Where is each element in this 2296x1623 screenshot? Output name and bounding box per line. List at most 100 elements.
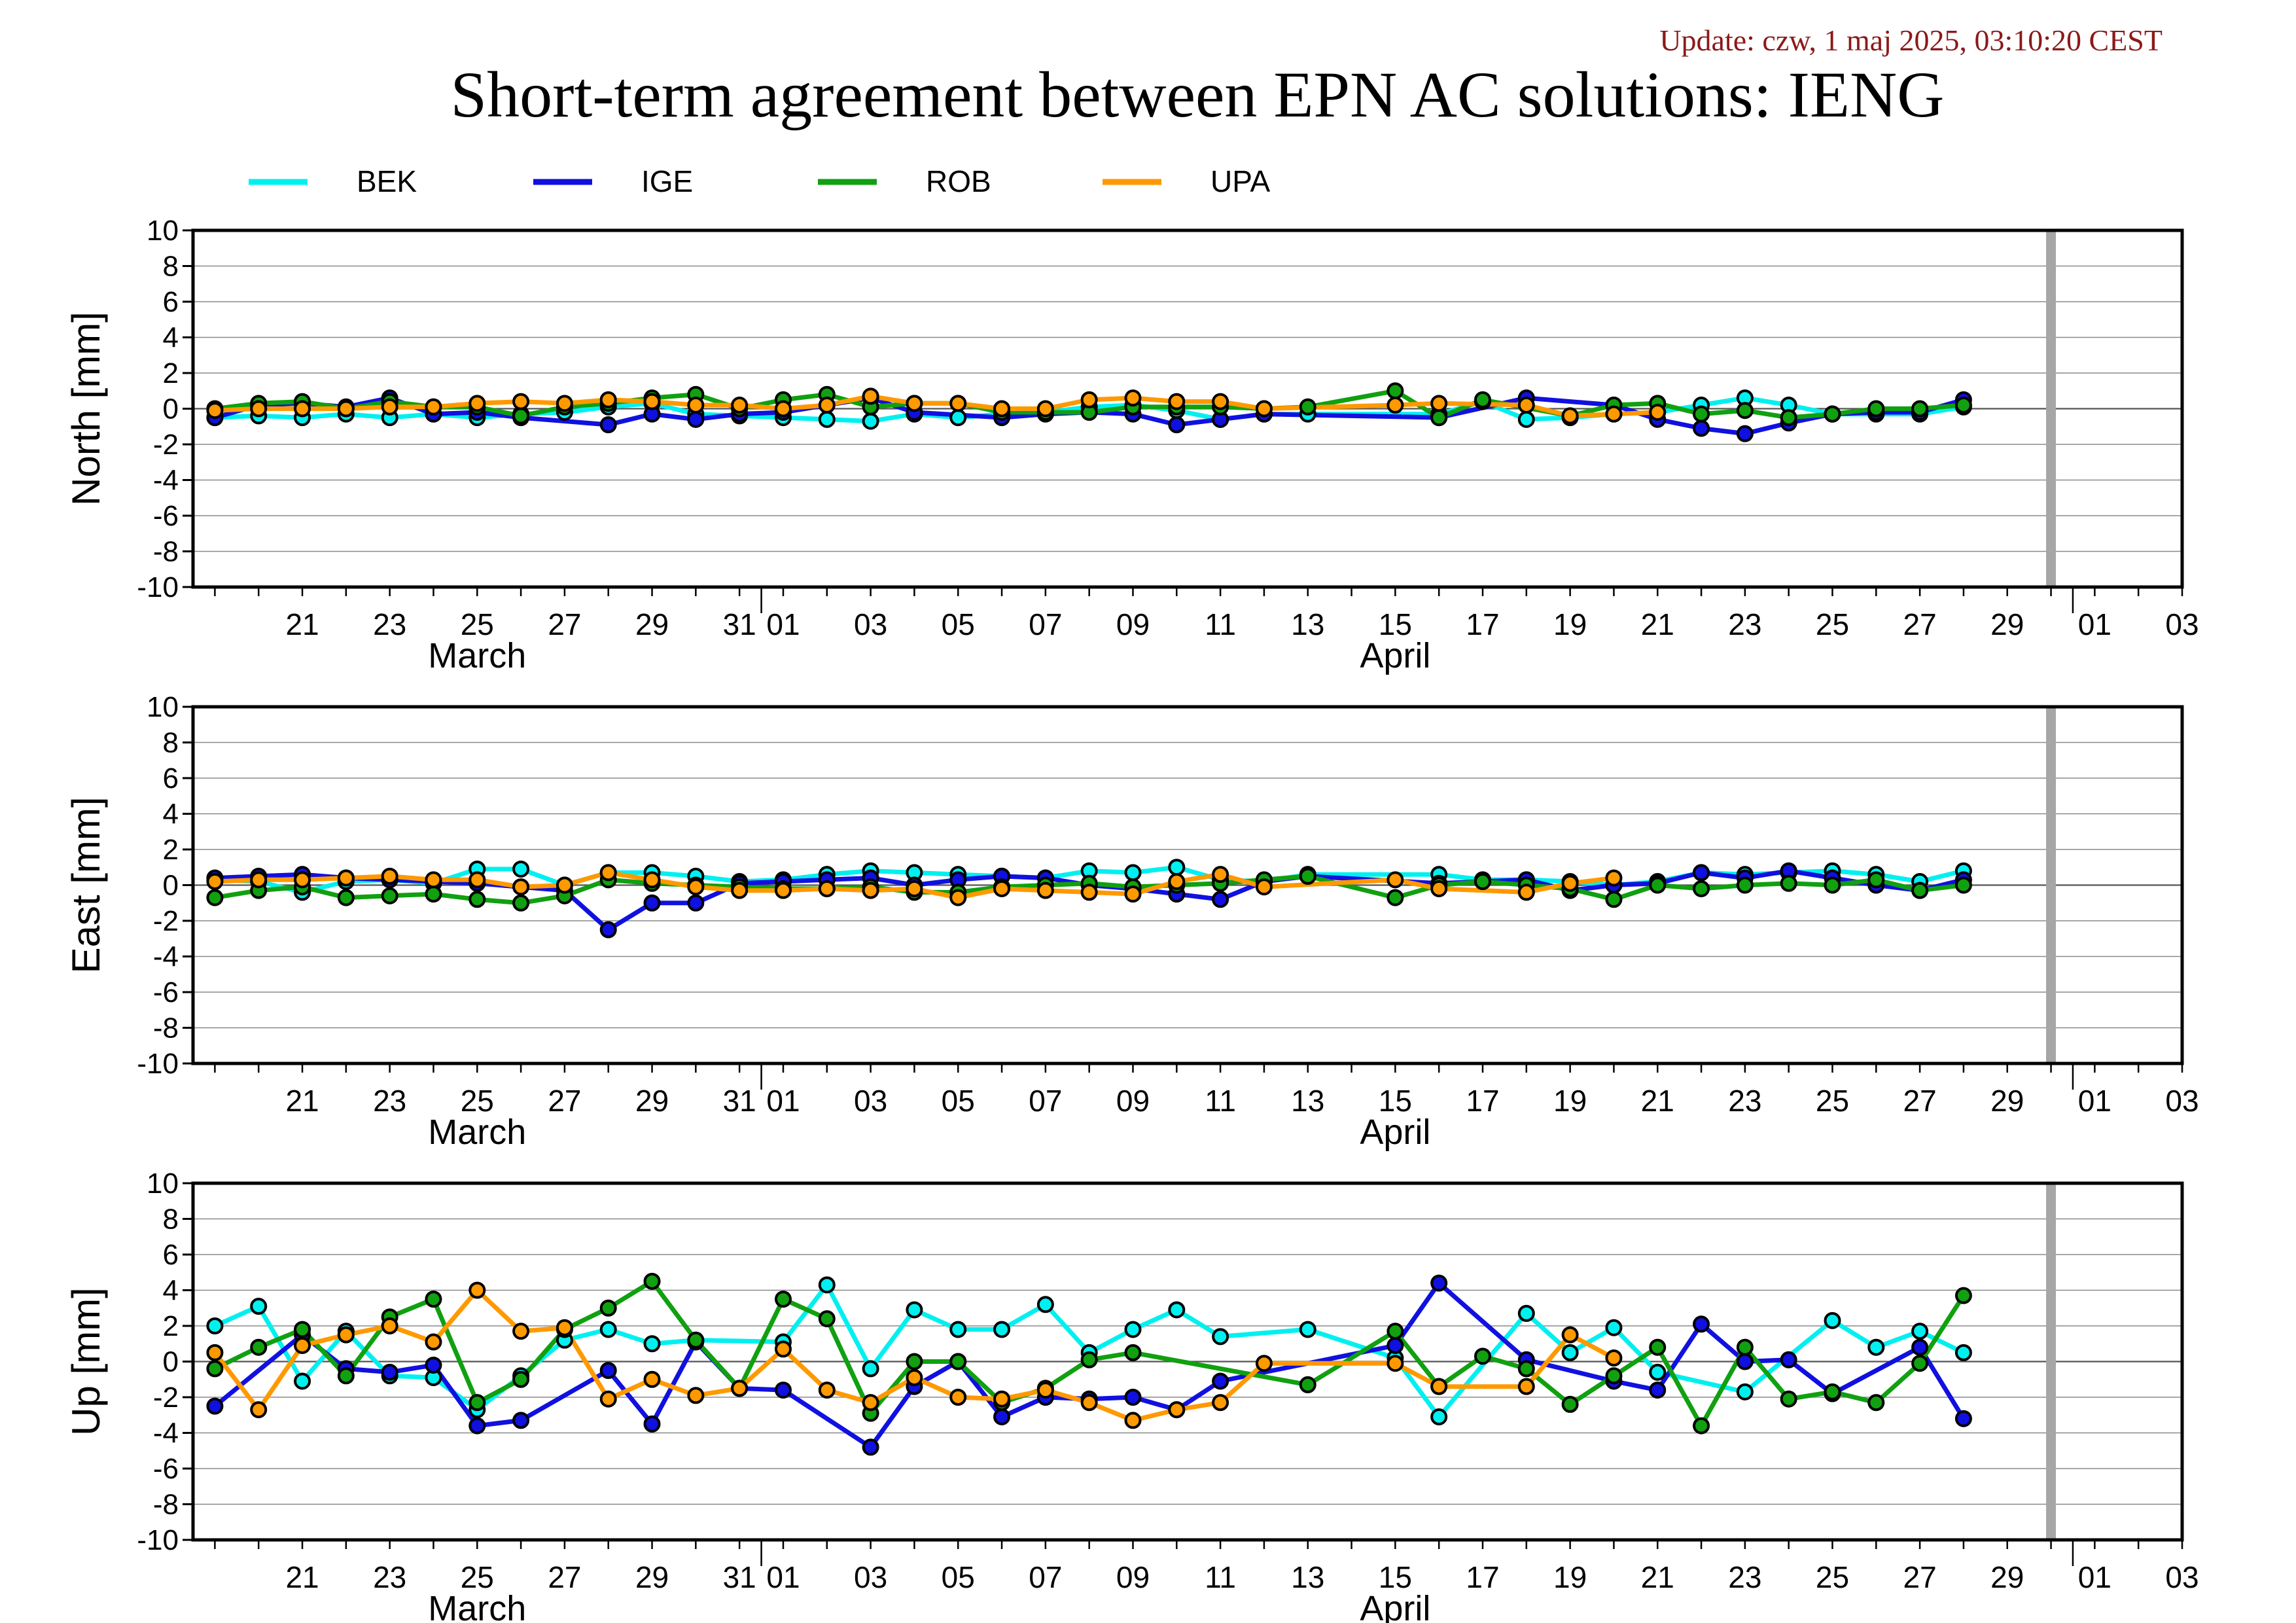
x-tick-label: 03	[2165, 1560, 2199, 1594]
data-point-upa	[206, 402, 224, 419]
data-point-ige	[1124, 1389, 1142, 1406]
x-tick-label: 01	[766, 607, 800, 641]
legend-label-bek: BEK	[357, 164, 417, 198]
data-point-ige	[1954, 1410, 1972, 1427]
data-point-bek	[1430, 1408, 1448, 1425]
data-point-upa	[1255, 1355, 1273, 1372]
data-point-rob	[1299, 1376, 1316, 1393]
data-point-upa	[381, 867, 398, 885]
data-point-upa	[1124, 1412, 1142, 1429]
data-point-upa	[1036, 1382, 1054, 1399]
y-axis-label: North [mm]	[64, 312, 108, 506]
data-point-upa	[250, 400, 268, 418]
data-point-upa	[687, 397, 705, 414]
x-tick-label: 21	[285, 1560, 319, 1594]
y-tick-label: 2	[163, 1310, 179, 1342]
x-tick-label: 21	[285, 607, 319, 641]
data-point-upa	[1649, 403, 1667, 421]
data-point-bek	[1036, 1296, 1054, 1313]
x-tick-label: 17	[1466, 1560, 1499, 1594]
y-tick-label: -10	[137, 1524, 179, 1556]
x-tick-label: 29	[635, 1560, 669, 1594]
data-point-rob	[1299, 867, 1316, 885]
x-tick-label: 21	[1641, 1560, 1674, 1594]
x-tick-label: 27	[1903, 607, 1937, 641]
x-tick-label: 01	[2078, 1560, 2111, 1594]
x-tick-label: 25	[1816, 1560, 1849, 1594]
x-tick-label: 21	[1641, 1084, 1674, 1118]
data-point-rob	[1605, 891, 1623, 908]
y-axis-label: East [mm]	[64, 796, 108, 973]
plot-frame	[191, 1181, 2184, 1542]
x-tick-label: 19	[1553, 607, 1587, 641]
y-axis-label: Up [mm]	[64, 1287, 108, 1436]
data-point-upa	[1561, 874, 1579, 892]
x-tick-label: 15	[1379, 607, 1412, 641]
data-point-rob	[1649, 876, 1667, 894]
data-point-rob	[1693, 405, 1710, 423]
data-point-upa	[1124, 885, 1142, 903]
data-point-bek	[862, 412, 879, 430]
data-point-upa	[906, 1369, 923, 1387]
data-point-rob	[468, 1394, 486, 1412]
y-tick-label: -10	[137, 1048, 179, 1080]
data-point-upa	[1255, 878, 1273, 896]
data-point-upa	[643, 871, 661, 889]
month-label: April	[1360, 1113, 1430, 1152]
x-tick-label: 05	[942, 1084, 975, 1118]
data-point-upa	[1124, 389, 1142, 407]
data-point-rob	[1954, 876, 1972, 894]
data-point-upa	[1386, 397, 1404, 414]
data-point-upa	[1386, 1355, 1404, 1372]
data-point-rob	[206, 1360, 224, 1378]
data-point-ige	[1693, 864, 1710, 882]
x-tick-label: 03	[854, 1084, 887, 1118]
data-point-upa	[1605, 1349, 1623, 1367]
data-point-rob	[1780, 1390, 1797, 1408]
data-point-rob	[1693, 1417, 1710, 1435]
data-point-ige	[993, 1408, 1011, 1425]
data-point-rob	[1824, 876, 1841, 894]
data-point-upa	[206, 873, 224, 891]
data-point-rob	[512, 894, 530, 912]
x-tick-label: 07	[1029, 1084, 1062, 1118]
data-point-upa	[906, 880, 923, 897]
data-point-rob	[206, 889, 224, 906]
data-point-ige	[1736, 425, 1754, 442]
data-point-bek	[1561, 1344, 1579, 1361]
x-tick-label: 25	[1816, 1084, 1849, 1118]
x-tick-label: 01	[766, 1084, 800, 1118]
data-point-upa	[1561, 1326, 1579, 1344]
data-point-upa	[1430, 1378, 1448, 1395]
data-point-ige	[512, 1412, 530, 1429]
data-point-bek	[1212, 1328, 1229, 1346]
data-point-bek	[1517, 1304, 1535, 1322]
x-tick-label: 05	[942, 607, 975, 641]
data-point-upa	[1430, 395, 1448, 412]
data-point-upa	[1517, 883, 1535, 901]
data-point-upa	[468, 1281, 486, 1299]
data-point-rob	[1954, 1287, 1972, 1304]
x-tick-label: 23	[373, 1560, 406, 1594]
x-tick-label: 01	[766, 1560, 800, 1594]
data-point-upa	[643, 393, 661, 410]
y-tick-label: -4	[153, 1418, 179, 1450]
data-point-rob	[294, 1321, 311, 1338]
data-point-rob	[468, 891, 486, 908]
y-tick-label: -2	[153, 1382, 179, 1414]
data-point-rob	[1649, 1338, 1667, 1356]
data-point-upa	[687, 878, 705, 896]
data-point-upa	[1605, 869, 1623, 887]
x-tick-label: 27	[1903, 1560, 1937, 1594]
panel-east: 10 86 4 2 0-2 -4-6 -8 -10 East [mm] 21 23 25 27 29 31 0…	[64, 691, 2199, 1152]
series-group	[206, 382, 1972, 442]
month-label: March	[428, 636, 526, 675]
y-tick-label: 10	[147, 1168, 179, 1200]
series-group	[206, 1272, 1972, 1456]
data-point-upa	[731, 397, 749, 414]
x-tick-label: 21	[285, 1084, 319, 1118]
data-point-upa	[337, 869, 355, 887]
y-tick-label: 8	[163, 1204, 179, 1236]
y-tick-label: 4	[163, 1275, 179, 1307]
